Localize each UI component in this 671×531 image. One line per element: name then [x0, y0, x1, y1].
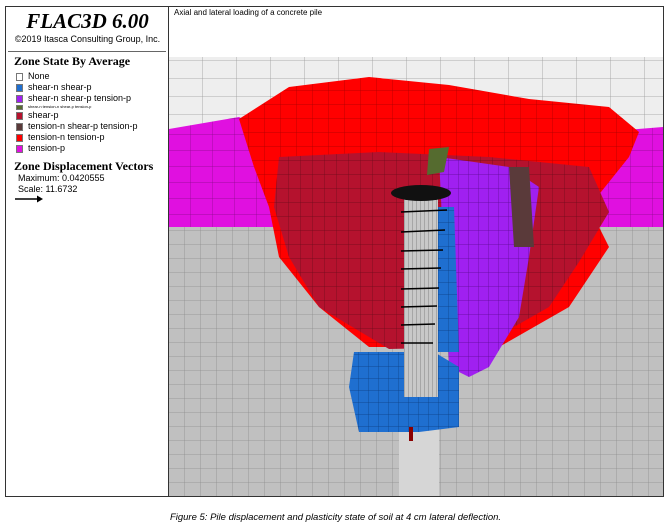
displacement-maximum: Maximum: 0.0420555 [18, 173, 105, 183]
zone-tension-n-shear-p-tension-p [509, 167, 534, 247]
legend-item-shear-p: shear-p [16, 110, 168, 121]
plot-title: Axial and lateral loading of a concrete … [174, 8, 323, 17]
legend-divider [8, 51, 166, 52]
concrete-pile [404, 192, 438, 397]
pile-head [391, 185, 451, 201]
app-title: FLAC3D 6.00 [26, 9, 149, 33]
legend-swatch [16, 104, 23, 110]
zone-shear-n-shear-p-upper [435, 207, 459, 352]
legend-label: shear-p [28, 110, 59, 120]
legend-swatch [16, 111, 23, 120]
figure-caption: Figure 5: Pile displacement and plastici… [169, 512, 502, 523]
legend-swatch [16, 94, 23, 103]
right-arrow-icon [15, 195, 43, 203]
copyright-text: ©2019 Itasca Consulting Group, Inc. [14, 34, 161, 44]
model-view [169, 57, 663, 496]
legend-panel: FLAC3D 6.00 ©2019 Itasca Consulting Grou… [6, 7, 169, 496]
legend-label: tension-p [28, 143, 66, 153]
legend-swatch [16, 122, 23, 131]
pile-tip-marker [409, 427, 413, 441]
legend-swatch [16, 72, 23, 81]
legend-label: shear-n tension-n shear-p tension-p [28, 104, 92, 109]
legend-swatch [16, 83, 23, 92]
legend-label: None [28, 71, 50, 81]
legend-item-shear-n-tension-n-shear-p-tension-p: shear-n tension-n shear-p tension-p [16, 104, 168, 110]
legend-item-shear-n-shear-p: shear-n shear-p [16, 82, 168, 93]
displacement-scale: Scale: 11.6732 [18, 184, 78, 194]
displacement-vectors [400, 209, 448, 344]
displacement-title: Zone Displacement Vectors [14, 159, 154, 173]
legend-item-tension-n-shear-p-tension-p: tension-n shear-p tension-p [16, 121, 168, 132]
legend-label: shear-n shear-p tension-p [28, 93, 132, 103]
zone-shear-n-tension-n-shear-p-tension-p [427, 147, 449, 175]
legend-item-shear-n-shear-p-tension-p: shear-n shear-p tension-p [16, 93, 168, 104]
legend-item-tension-p: tension-p [16, 143, 168, 154]
fine-mesh-column [399, 427, 439, 496]
legend-item-tension-n-tension-p: tension-n tension-p [16, 132, 168, 143]
legend-label: tension-n tension-p [28, 132, 105, 142]
legend-swatch [16, 133, 23, 142]
legend-label: tension-n shear-p tension-p [28, 121, 138, 131]
legend-item-none: None [16, 71, 168, 82]
zone-state-legend: None shear-n shear-p shear-n shear-p ten… [16, 71, 168, 154]
zone-state-title: Zone State By Average [14, 54, 131, 68]
figure-frame: FLAC3D 6.00 ©2019 Itasca Consulting Grou… [5, 6, 664, 497]
legend-label: shear-n shear-p [28, 82, 92, 92]
legend-swatch [16, 144, 23, 153]
